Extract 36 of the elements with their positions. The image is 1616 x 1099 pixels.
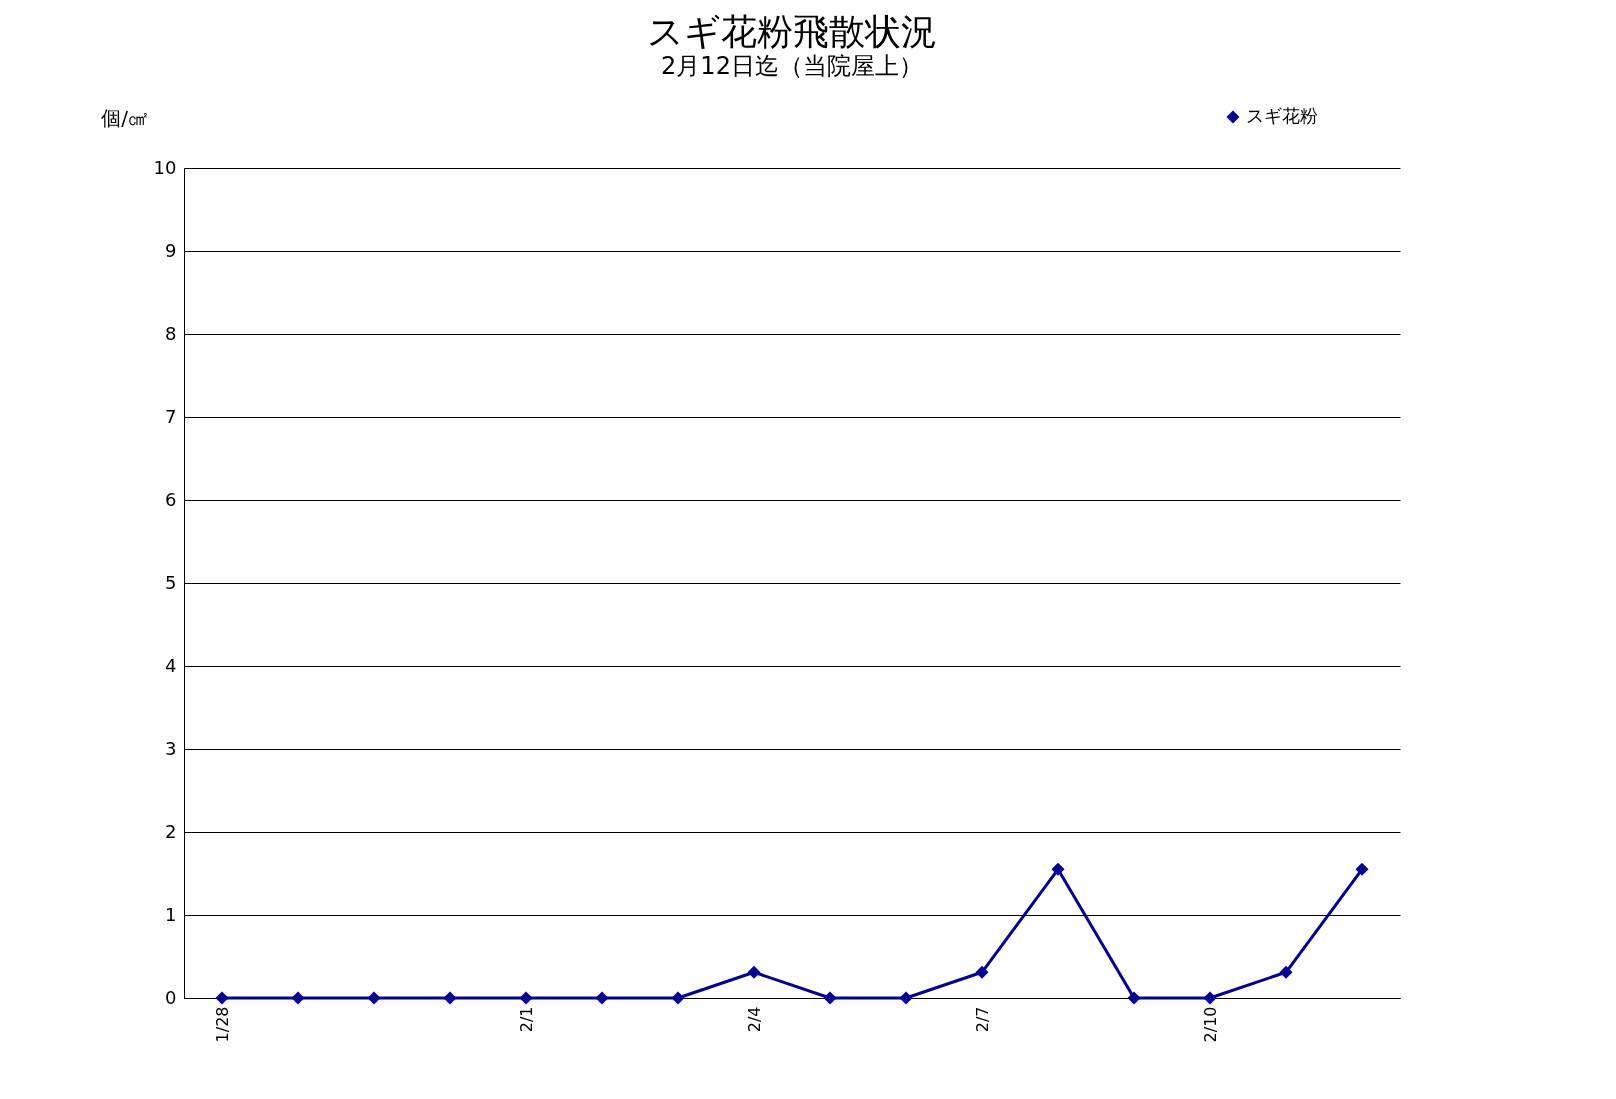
point — [215, 991, 229, 1005]
y-tick-label: 3 — [165, 737, 177, 759]
point — [747, 965, 761, 979]
point — [1279, 965, 1293, 979]
x-tick-label: 1/28 — [212, 1006, 232, 1043]
point — [367, 991, 381, 1005]
legend-label: スギ花粉 — [1246, 105, 1318, 126]
point — [1203, 991, 1217, 1005]
chart-title: スギ花粉飛散状況 — [647, 11, 937, 52]
y-tick-label: 7 — [165, 405, 177, 427]
point — [823, 991, 837, 1005]
point — [291, 991, 305, 1005]
y-tick-label: 5 — [165, 571, 177, 593]
point — [899, 991, 913, 1005]
y-tick-label: 8 — [165, 322, 177, 344]
y-tick-label: 1 — [165, 903, 177, 925]
y-tick-label: 4 — [165, 654, 177, 676]
x-tick-label: 2/4 — [744, 1006, 764, 1033]
point — [595, 991, 609, 1005]
x-tick-label: 2/1 — [516, 1006, 536, 1033]
point — [671, 991, 685, 1005]
y-tick-label: 0 — [165, 986, 177, 1008]
y-axis-title: 個/㎠ — [101, 105, 148, 130]
point — [1051, 862, 1065, 876]
point — [975, 965, 989, 979]
point — [1127, 991, 1141, 1005]
y-tick-label: 9 — [165, 239, 177, 261]
point — [519, 991, 533, 1005]
y-tick-label: 2 — [165, 820, 177, 842]
point — [1355, 862, 1369, 876]
y-tick-label: 10 — [153, 156, 177, 178]
x-tick-label: 2/10 — [1200, 1006, 1220, 1043]
y-tick-label: 6 — [165, 488, 177, 510]
chart-subtitle: 2月12日迄（当院屋上） — [661, 52, 923, 80]
x-tick-label: 2/7 — [972, 1006, 992, 1033]
point — [443, 991, 457, 1005]
